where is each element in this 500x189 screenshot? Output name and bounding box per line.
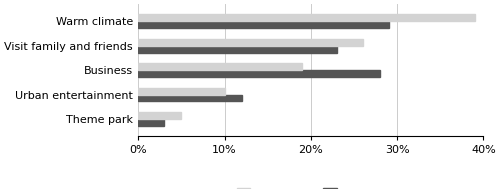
- Bar: [138, 46, 337, 53]
- Bar: [138, 14, 475, 21]
- Bar: [138, 63, 302, 70]
- Bar: [138, 119, 164, 126]
- Legend: Emissions, Number of trips: Emissions, Number of trips: [232, 184, 438, 189]
- Bar: [138, 112, 182, 119]
- Bar: [138, 94, 242, 101]
- Bar: [138, 21, 388, 28]
- Bar: [138, 70, 380, 77]
- Bar: [138, 88, 224, 94]
- Bar: [138, 39, 362, 46]
